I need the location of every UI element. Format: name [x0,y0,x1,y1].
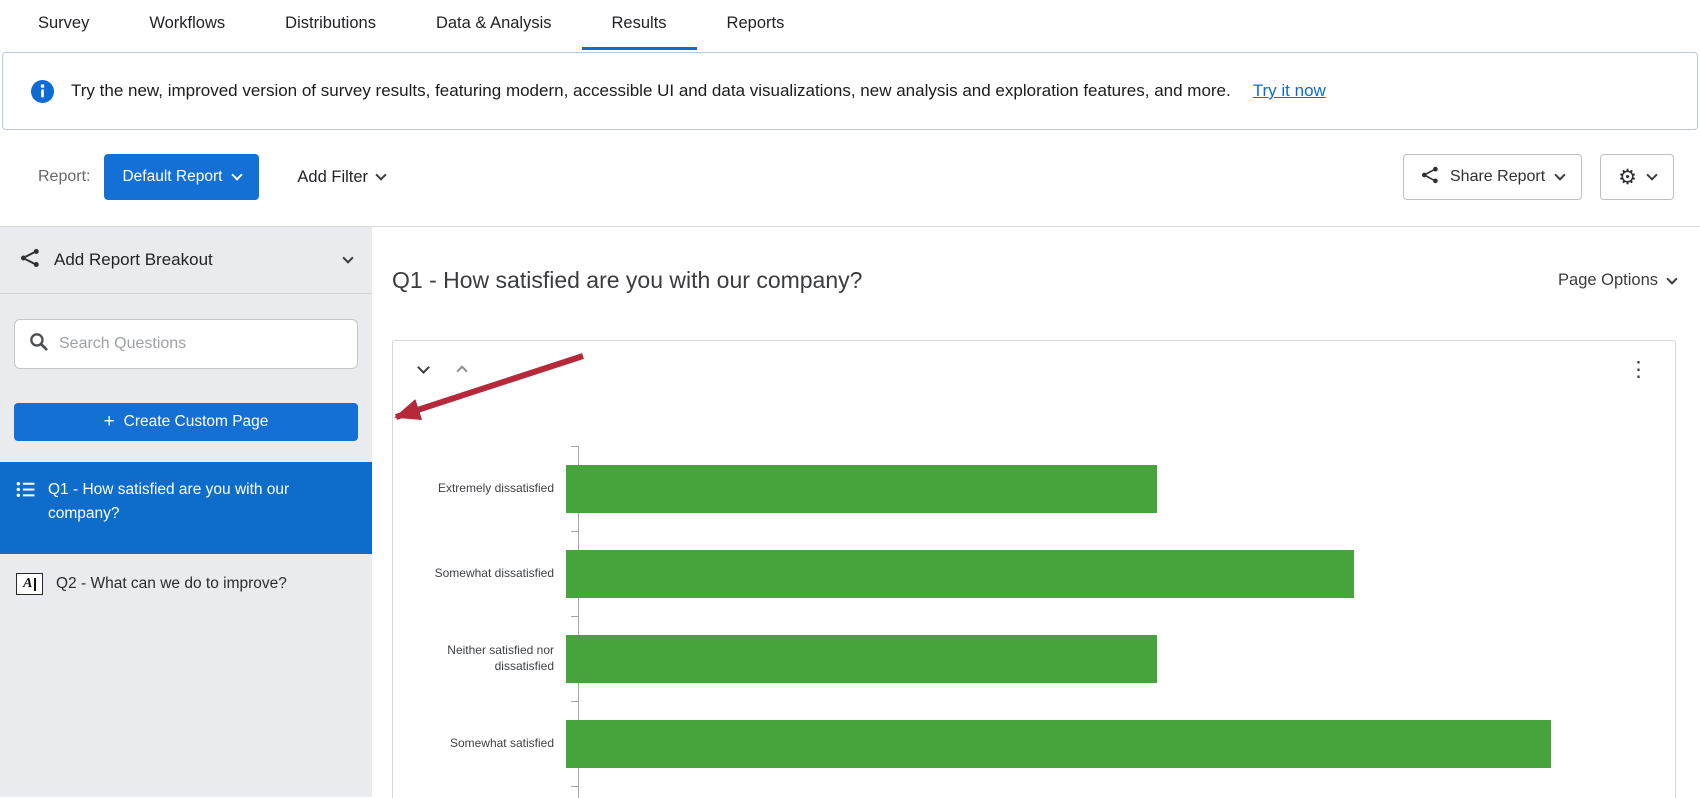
gear-icon: ⚙ [1618,165,1637,189]
content-area: Add Report Breakout + Create Custom Page… [0,227,1700,798]
add-filter-button[interactable]: Add Filter [297,167,387,187]
chart-bar[interactable] [566,549,1354,598]
tab-results[interactable]: Results [581,0,697,50]
chart-row: Neither satisfied nor dissatisfied [431,616,1649,701]
tab-label: Reports [726,14,785,32]
plus-icon: + [103,410,115,432]
chart-bar-area [566,464,1649,513]
tab-distributions[interactable]: Distributions [255,0,406,50]
axis-tick [571,446,579,447]
chart-row: Somewhat dissatisfied [431,531,1649,616]
tab-workflows[interactable]: Workflows [119,0,255,50]
chart-bar-area [566,719,1649,768]
page-options-button[interactable]: Page Options [1558,271,1678,290]
tab-label: Distributions [285,14,376,32]
report-selector-button[interactable]: Default Report [104,154,260,200]
add-report-breakout-button[interactable]: Add Report Breakout [0,227,372,294]
chart-bar[interactable] [566,634,1157,683]
sidebar-item-q1[interactable]: Q1 - How satisfied are you with our comp… [0,462,372,554]
chart-bar[interactable] [566,719,1551,768]
chevron-down-icon [1646,169,1658,181]
chart-category-label: Somewhat dissatisfied [434,565,554,580]
breakout-icon [20,248,40,273]
tab-data-analysis[interactable]: Data & Analysis [406,0,582,50]
chevron-down-icon [1554,169,1566,181]
axis-tick [571,701,579,702]
report-label: Report: [38,168,91,185]
page-options-label: Page Options [1558,271,1658,289]
chevron-down-icon [231,169,244,181]
settings-button[interactable]: ⚙ [1600,154,1674,200]
bar-chart: Extremely dissatisfied Somewhat dissatisf… [431,446,1649,798]
text-entry-icon: A [16,573,43,595]
question-label: Q2 - What can we do to improve? [56,575,287,592]
chart-category-label: Extremely dissatisfied [437,480,554,495]
chart-row: Somewhat satisfied [431,701,1649,786]
add-filter-label: Add Filter [297,167,369,186]
chart-bar-area [566,634,1649,683]
tab-label: Data & Analysis [435,14,552,32]
sidebar-item-q2[interactable]: A Q2 - What can we do to improve? [0,554,372,614]
share-report-label: Share Report [1450,168,1546,185]
breakout-label: Add Report Breakout [54,250,213,269]
search-icon [29,332,48,356]
tab-survey[interactable]: Survey [8,0,119,50]
top-navigation: Survey Workflows Distributions Data & An… [0,0,1700,50]
chevron-down-icon [1666,272,1678,285]
report-name: Default Report [122,168,223,185]
axis-tick [571,531,579,532]
create-custom-page-button[interactable]: + Create Custom Page [14,403,358,441]
chart-card-header: ⋮ [393,341,1675,397]
axis-tick [571,616,579,617]
tab-label: Survey [38,14,90,32]
chevron-down-icon [375,169,387,181]
search-box [14,319,358,369]
create-custom-page-label: Create Custom Page [123,413,269,430]
main-panel: Q1 - How satisfied are you with our comp… [372,227,1700,798]
page-title: Q1 - How satisfied are you with our comp… [392,267,863,293]
chevron-down-icon [342,252,354,264]
chevron-up-icon[interactable] [456,365,468,377]
y-axis [578,446,579,798]
tab-reports[interactable]: Reports [697,0,815,50]
chart-category-label: Neither satisfied nor dissatisfied [447,642,554,673]
question-label: Q1 - How satisfied are you with our comp… [48,481,290,523]
chevron-down-icon[interactable] [417,360,430,374]
tab-label: Workflows [149,14,226,32]
share-icon [1421,166,1439,189]
chart-row: Extremely dissatisfied [431,446,1649,531]
chart-category-label: Somewhat satisfied [449,735,554,750]
info-icon [31,79,54,103]
share-report-button[interactable]: Share Report [1403,154,1583,200]
chart-bar[interactable] [566,464,1157,513]
chart-bar-area [566,549,1649,598]
kebab-menu-icon[interactable]: ⋮ [1628,357,1649,381]
list-icon [16,481,35,506]
info-banner: Try the new, improved version of survey … [2,52,1698,130]
question-list: Q1 - How satisfied are you with our comp… [0,462,372,614]
try-it-now-link[interactable]: Try it now [1252,81,1326,100]
chart-rows: Extremely dissatisfied Somewhat dissatisf… [431,446,1649,786]
report-toolbar: Report: Default Report Add Filter Share … [0,130,1700,227]
sidebar: Add Report Breakout + Create Custom Page… [0,227,372,797]
page-title-row: Q1 - How satisfied are you with our comp… [392,267,1678,294]
search-questions-input[interactable] [59,335,343,353]
banner-text: Try the new, improved version of survey … [71,81,1231,100]
chart-card: ⋮ Extremely dissatisfied Somewhat dissati… [392,340,1676,798]
tab-label: Results [611,14,667,32]
toolbar-right-group: Share Report ⚙ [1403,154,1674,200]
axis-tick [571,786,579,787]
